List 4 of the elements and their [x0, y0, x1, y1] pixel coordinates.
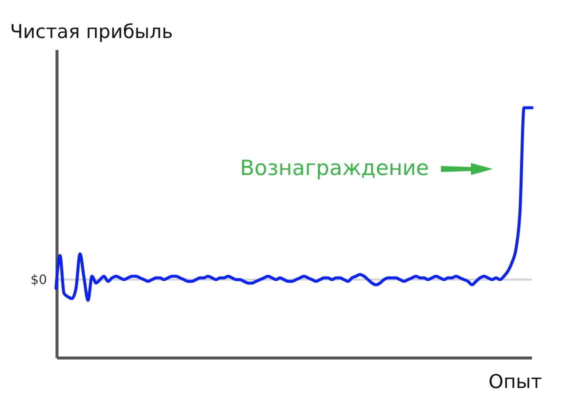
chart-title: Чистая прибыль — [10, 21, 173, 43]
x-axis-title: Опыт — [488, 371, 542, 393]
ref-line-label: $0 — [30, 273, 47, 288]
annotation: Вознаграждение — [240, 156, 429, 180]
